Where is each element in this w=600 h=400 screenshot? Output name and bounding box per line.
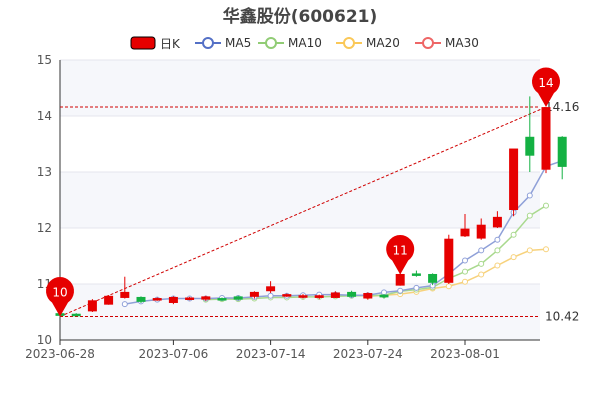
plot-band xyxy=(60,228,540,284)
ma10-point xyxy=(543,202,549,209)
candle-body xyxy=(379,294,389,298)
price-pin-shape xyxy=(46,276,74,317)
ma5-point xyxy=(413,284,420,291)
ma5-line xyxy=(124,160,563,305)
candle-body xyxy=(233,296,243,300)
ma5-point xyxy=(494,236,501,243)
legend-item-日k[interactable]: 日K xyxy=(130,33,180,53)
price-pin: 14 xyxy=(532,67,560,108)
candle-body xyxy=(330,292,340,298)
reference-line-label: 14.16 xyxy=(545,100,579,114)
ma10-point xyxy=(510,231,517,238)
plot-band xyxy=(60,284,540,340)
candle-body xyxy=(557,136,567,167)
y-tick-label: 10 xyxy=(37,333,52,347)
legend-item-ma5[interactable]: MA5 xyxy=(195,33,251,53)
legend-item-ma10[interactable]: MA10 xyxy=(258,33,322,53)
candle-body xyxy=(168,296,178,303)
candle-body xyxy=(395,273,405,286)
candle-body xyxy=(525,136,535,156)
line-swatch-icon xyxy=(258,37,284,49)
plot-band xyxy=(60,172,540,228)
legend-label: MA30 xyxy=(445,36,479,50)
candle-body xyxy=(428,273,438,283)
ma10-line xyxy=(205,204,547,301)
ma5-point xyxy=(526,192,533,199)
price-pin-label: 10 xyxy=(52,285,67,299)
legend-item-ma30[interactable]: MA30 xyxy=(415,33,479,53)
legend-label: MA5 xyxy=(225,36,252,50)
ma20-point xyxy=(543,246,549,253)
price-pin-label: 11 xyxy=(393,243,408,257)
legend: 日K MA5 MA10 MA20 MA30 xyxy=(0,33,600,53)
price-pin-label: 14 xyxy=(538,76,553,90)
legend-label: MA10 xyxy=(288,36,322,50)
plot-band xyxy=(60,116,540,172)
ma10-point xyxy=(494,247,501,254)
candle-body xyxy=(87,300,97,312)
price-pin-shape xyxy=(532,67,560,108)
ma20-point xyxy=(478,271,485,278)
candle-body xyxy=(104,295,114,305)
legend-label: 日K xyxy=(160,36,180,51)
price-pin: 11 xyxy=(386,234,415,275)
candle-body xyxy=(282,294,292,297)
candle-body xyxy=(363,293,373,299)
x-tick-label: 2023-07-14 xyxy=(236,347,306,361)
candle-body xyxy=(249,291,259,297)
y-tick-label: 12 xyxy=(37,221,52,235)
line-swatch-icon xyxy=(415,37,441,49)
y-tick-label: 14 xyxy=(37,109,52,123)
line-swatch-icon xyxy=(195,37,221,49)
ma20-point xyxy=(510,254,517,261)
price-pin-shape xyxy=(386,234,415,275)
candle-body xyxy=(347,291,357,297)
candle-swatch-icon xyxy=(130,36,156,50)
x-tick-label: 2023-06-28 xyxy=(25,347,95,361)
candle-body xyxy=(541,107,551,170)
y-tick-label: 13 xyxy=(37,165,52,179)
candle-body xyxy=(266,286,276,292)
ma5-point xyxy=(478,247,485,254)
price-pin: 10 xyxy=(46,276,74,317)
candle-body xyxy=(314,295,324,298)
legend-item-ma20[interactable]: MA20 xyxy=(336,33,400,53)
x-tick-label: 2023-07-24 xyxy=(333,347,403,361)
trend-line xyxy=(59,106,547,317)
ma20-point xyxy=(526,247,533,254)
candle-body xyxy=(136,296,146,302)
candle-body xyxy=(411,273,421,276)
ma5-point xyxy=(267,292,274,299)
line-swatch-icon xyxy=(336,37,362,49)
chart-title: 华鑫股份(600621) xyxy=(222,7,378,27)
ma10-point xyxy=(478,260,485,267)
candle-body xyxy=(460,228,470,237)
ma20-point xyxy=(494,262,501,269)
x-tick-label: 2023-07-06 xyxy=(139,347,209,361)
candle-body xyxy=(201,296,211,300)
candle-body xyxy=(185,297,195,300)
candle-body xyxy=(444,238,454,283)
ma5-point xyxy=(462,257,468,264)
candle-body xyxy=(120,291,130,298)
ma10-point xyxy=(526,212,533,219)
ma5-point xyxy=(397,287,404,294)
candle-body xyxy=(509,148,519,211)
candle-body xyxy=(71,313,81,317)
candle-body xyxy=(476,224,486,239)
ma20-point xyxy=(462,278,468,285)
reference-line-label: 10.42 xyxy=(545,309,579,323)
ma5-point xyxy=(121,301,128,308)
x-tick-label: 2023-08-01 xyxy=(430,347,500,361)
candle-body xyxy=(152,298,162,301)
ma20-point xyxy=(445,283,452,290)
y-tick-label: 15 xyxy=(37,53,52,67)
candle-body xyxy=(492,216,502,228)
candle-body xyxy=(217,298,227,301)
plot-band xyxy=(60,60,540,116)
candle-body xyxy=(298,295,308,298)
ma10-point xyxy=(462,268,468,275)
legend-label: MA20 xyxy=(366,36,400,50)
